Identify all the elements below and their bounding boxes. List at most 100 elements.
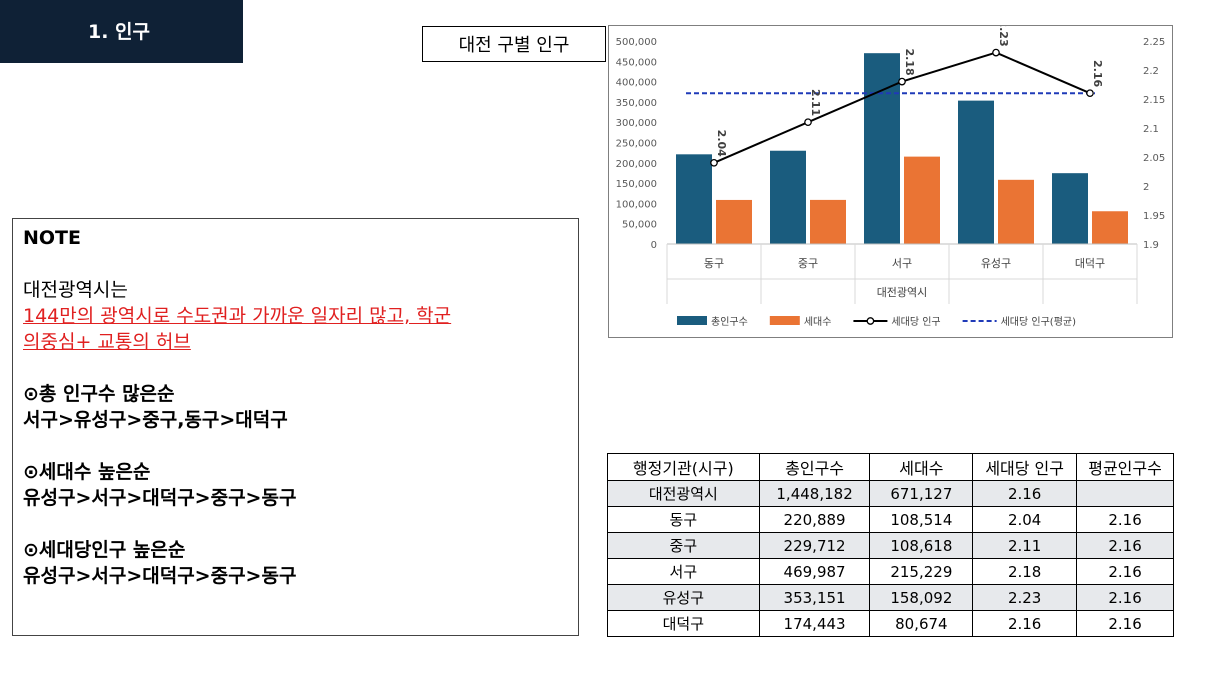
table-cell: 중구 — [607, 532, 760, 559]
bar-households — [904, 156, 940, 244]
x-tick-label: 유성구 — [981, 257, 1011, 270]
y2-tick-label: 1.95 — [1143, 211, 1165, 222]
table-cell: 대덕구 — [607, 610, 760, 637]
line-per-household — [713, 51, 1091, 164]
note-per-household-rank-title: ⊙세대당인구 높은순 — [23, 539, 186, 561]
data-label-per-household: 2.18 — [903, 48, 916, 75]
table-header-cell: 평균인구수 — [1076, 453, 1174, 481]
bar-population — [864, 53, 900, 245]
point-per-household — [898, 77, 906, 86]
table-cell: 174,443 — [758, 610, 871, 637]
note-heading: NOTE — [23, 227, 81, 249]
bar-households — [716, 199, 752, 244]
legend-marker — [866, 317, 875, 325]
y-tick-label: 150,000 — [616, 179, 657, 190]
table-cell: 2.16 — [972, 480, 1078, 507]
data-label-per-household: 2.11 — [809, 89, 822, 116]
table-cell: 353,151 — [758, 584, 871, 611]
point-per-household — [710, 158, 718, 167]
table-cell: 동구 — [607, 506, 760, 533]
point-per-household — [804, 118, 812, 127]
note-box: NOTE 대전광역시는 144만의 광역시로 수도권과 가까운 일자리 많고, … — [12, 218, 579, 636]
data-label-per-household: 2.04 — [715, 130, 728, 157]
point-per-household — [1086, 89, 1094, 98]
table-cell: 108,514 — [869, 506, 974, 533]
combo-chart: 0 50,000 100,000 150,000 200,000 250,000 300,0… — [616, 26, 1166, 328]
table-cell — [1076, 480, 1174, 507]
note-population-rank: 서구>유성구>중구,동구>대덕구 — [23, 409, 288, 431]
table-cell: 2.16 — [1076, 532, 1174, 559]
legend-swatch — [769, 316, 800, 325]
table-cell: 158,092 — [869, 584, 974, 611]
chart-container: 0 50,000 100,000 150,000 200,000 250,000 300,0… — [608, 25, 1173, 338]
note-highlight-line1: 144만의 광역시로 수도권과 가까운 일자리 많고, 학군 — [23, 305, 452, 327]
legend-swatch — [677, 316, 707, 325]
legend-label: 총인구수 — [711, 316, 748, 328]
y2-tick-label: 1.9 — [1143, 240, 1159, 251]
x-tick-label: 동구 — [704, 257, 724, 270]
y-tick-label: 400,000 — [616, 78, 657, 89]
y-tick-label: 250,000 — [616, 139, 657, 150]
section-header: 1. 인구 — [0, 0, 243, 63]
data-label-per-household: 2.23 — [997, 26, 1010, 47]
table-row: 동구 220,889 108,514 2.04 2.16 — [607, 506, 1174, 533]
y2-tick-label: 2.25 — [1143, 37, 1165, 48]
table-row: 중구 229,712 108,618 2.11 2.16 — [607, 532, 1174, 559]
note-highlight-line2: 의중심+ 교통의 허브 — [23, 331, 191, 353]
table-cell: 2.16 — [1076, 558, 1174, 585]
bar-households — [810, 199, 846, 244]
y2-tick-label: 2.15 — [1143, 95, 1165, 106]
chart-title: 대전 구별 인구 — [422, 26, 606, 62]
note-per-household-rank: 유성구>서구>대덕구>중구>동구 — [23, 565, 297, 587]
table-cell: 469,987 — [758, 558, 871, 585]
table-header-cell: 세대수 — [869, 453, 974, 481]
table-cell: 229,712 — [758, 532, 871, 559]
table-cell: 2.16 — [1076, 584, 1174, 611]
table-row: 서구 469,987 215,229 2.18 2.16 — [607, 558, 1174, 585]
table-cell: 80,674 — [869, 610, 974, 637]
table-header-row: 행정기관(시구) 총인구수 세대수 세대당 인구 평균인구수 — [607, 453, 1174, 481]
bar-population — [770, 150, 806, 244]
y-tick-label: 200,000 — [616, 159, 657, 170]
y-tick-label: 450,000 — [616, 57, 657, 68]
legend-label: 세대당 인구(평균) — [1001, 316, 1076, 328]
note-population-rank-title: ⊙총 인구수 많은순 — [23, 383, 175, 405]
y2-tick-label: 2.1 — [1143, 124, 1159, 135]
legend-label: 세대당 인구 — [891, 316, 940, 328]
table-cell: 2.04 — [972, 506, 1078, 533]
bar-households — [998, 179, 1034, 244]
table-header-cell: 세대당 인구 — [972, 453, 1078, 481]
note-households-rank-title: ⊙세대수 높은순 — [23, 461, 151, 483]
table-cell: 2.23 — [972, 584, 1078, 611]
table-header-cell: 행정기관(시구) — [607, 453, 760, 481]
x-tick-label: 중구 — [798, 257, 818, 270]
y-tick-label: 50,000 — [622, 220, 657, 231]
y-tick-label: 100,000 — [616, 199, 657, 210]
bar-population — [1052, 173, 1088, 244]
table-row: 대덕구 174,443 80,674 2.16 2.16 — [607, 610, 1174, 637]
section-title: 1. 인구 — [88, 21, 151, 43]
table-cell: 671,127 — [869, 480, 974, 507]
y-tick-label: 500,000 — [616, 37, 657, 48]
table-cell: 2.16 — [972, 610, 1078, 637]
table-cell: 215,229 — [869, 558, 974, 585]
table-row: 대전광역시 1,448,182 671,127 2.16 — [607, 480, 1174, 507]
legend-label: 세대수 — [804, 316, 832, 328]
note-intro: 대전광역시는 — [23, 279, 128, 301]
x-tick-label: 대덕구 — [1075, 257, 1105, 270]
population-table: 행정기관(시구) 총인구수 세대수 세대당 인구 평균인구수 대전광역시 1,4… — [607, 453, 1174, 637]
table-cell: 대전광역시 — [607, 480, 760, 507]
table-cell: 108,618 — [869, 532, 974, 559]
point-per-household — [992, 48, 1000, 57]
table-cell: 1,448,182 — [758, 480, 871, 507]
y-tick-label: 350,000 — [616, 98, 657, 109]
y2-tick-label: 2.2 — [1143, 66, 1159, 77]
bar-households — [1092, 211, 1128, 244]
table-row: 유성구 353,151 158,092 2.23 2.16 — [607, 584, 1174, 611]
bar-population — [676, 154, 712, 244]
table-cell: 2.18 — [972, 558, 1078, 585]
table-cell: 2.11 — [972, 532, 1078, 559]
x-tick-label: 서구 — [892, 257, 912, 270]
table-cell: 2.16 — [1076, 506, 1174, 533]
table-cell: 220,889 — [758, 506, 871, 533]
